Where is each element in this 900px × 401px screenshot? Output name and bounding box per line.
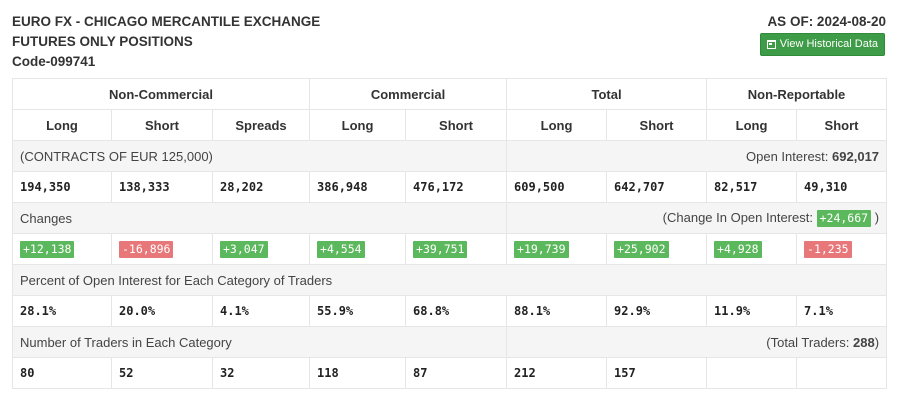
- col-noncomm-spreads: Spreads: [211, 109, 311, 141]
- table-cell: +19,739: [506, 233, 608, 265]
- table-cell: 92.9%: [606, 295, 708, 327]
- changes-label-row: Changes (Change In Open Interest: +24,66…: [11, 202, 888, 234]
- change-badge: +39,751: [413, 240, 468, 258]
- traders-label-row: Number of Traders in Each Category (Tota…: [11, 326, 888, 358]
- column-header-row: Long Short Spreads Long Short Long Short…: [12, 109, 888, 141]
- table-cell: 28,202: [211, 171, 311, 203]
- change-badge: +12,138: [20, 240, 75, 258]
- table-cell: -16,896: [111, 233, 213, 265]
- group-non-commercial: Non-Commercial: [11, 78, 311, 110]
- change-badge: +19,739: [514, 240, 569, 258]
- report-title-line-1: EURO FX - CHICAGO MERCANTILE EXCHANGE: [12, 14, 321, 29]
- open-interest: Open Interest: 692,017: [506, 140, 888, 172]
- positions-row: 194,350 138,333 28,202 386,948 476,172 6…: [12, 171, 888, 203]
- table-cell: 194,350: [12, 171, 112, 203]
- traders-row: 80 52 32 118 87 212 157: [12, 357, 888, 389]
- table-cell: +39,751: [405, 233, 508, 265]
- table-cell: +4,928: [706, 233, 798, 265]
- table-cell: +12,138: [12, 233, 112, 265]
- change-badge: +4,554: [317, 240, 365, 258]
- group-total: Total: [506, 78, 708, 110]
- table-cell: 88.1%: [506, 295, 608, 327]
- table-cell: 642,707: [606, 171, 708, 203]
- table-cell: 87: [405, 357, 508, 389]
- col-comm-short: Short: [405, 109, 508, 141]
- total-traders-label: (Total Traders:: [766, 334, 850, 350]
- table-cell: 55.9%: [309, 295, 407, 327]
- report-header: EURO FX - CHICAGO MERCANTILE EXCHANGE FU…: [12, 12, 886, 74]
- percent-row: 28.1% 20.0% 4.1% 55.9% 68.8% 88.1% 92.9%…: [12, 295, 888, 327]
- change-badge: -1,235: [804, 240, 852, 258]
- report-code: Code-099741: [12, 54, 96, 69]
- col-total-short: Short: [606, 109, 708, 141]
- table-cell: 7.1%: [796, 295, 888, 327]
- percent-label: Percent of Open Interest for Each Catego…: [11, 264, 888, 296]
- table-cell: +3,047: [211, 233, 311, 265]
- table-cell: 82,517: [706, 171, 798, 203]
- change-open-interest: (Change In Open Interest: +24,667 ): [506, 202, 888, 234]
- change-open-interest-badge: +24,667: [816, 209, 872, 227]
- contracts-row: (CONTRACTS OF EUR 125,000) Open Interest…: [11, 140, 888, 172]
- positions-table: Non-Commercial Commercial Total Non-Repo…: [11, 78, 888, 389]
- total-traders: (Total Traders: 288): [506, 326, 888, 358]
- open-interest-value: 692,017: [832, 148, 880, 164]
- change-open-interest-label: (Change In Open Interest:: [662, 209, 813, 225]
- table-cell: 386,948: [309, 171, 407, 203]
- table-cell: 68.8%: [405, 295, 508, 327]
- change-badge: +3,047: [220, 240, 268, 258]
- table-cell: [706, 357, 798, 389]
- table-cell: 20.0%: [111, 295, 213, 327]
- as-of-date: AS OF: 2024-08-20: [767, 14, 886, 29]
- change-badge: -16,896: [119, 240, 174, 258]
- col-nonrep-short: Short: [796, 109, 888, 141]
- view-historical-data-label: View Historical Data: [779, 38, 878, 50]
- calendar-icon: [766, 40, 776, 49]
- col-noncomm-long: Long: [12, 109, 112, 141]
- col-noncomm-short: Short: [111, 109, 213, 141]
- traders-label: Number of Traders in Each Category: [11, 326, 508, 358]
- group-header-row: Non-Commercial Commercial Total Non-Repo…: [11, 78, 888, 110]
- table-cell: 212: [506, 357, 608, 389]
- table-cell: 476,172: [405, 171, 508, 203]
- group-non-reportable: Non-Reportable: [706, 78, 888, 110]
- table-cell: 28.1%: [12, 295, 112, 327]
- report-title-line-2: FUTURES ONLY POSITIONS: [12, 34, 193, 49]
- changes-row: +12,138 -16,896 +3,047 +4,554 +39,751 +1…: [12, 233, 888, 265]
- table-cell: -1,235: [796, 233, 888, 265]
- table-cell: [796, 357, 888, 389]
- table-cell: 4.1%: [211, 295, 311, 327]
- table-cell: 138,333: [111, 171, 213, 203]
- group-commercial: Commercial: [309, 78, 508, 110]
- change-open-interest-close: ): [874, 209, 880, 225]
- table-cell: 80: [12, 357, 112, 389]
- total-traders-value: 288: [852, 334, 875, 350]
- table-cell: 49,310: [796, 171, 888, 203]
- open-interest-label: Open Interest:: [746, 148, 829, 164]
- table-cell: +4,554: [309, 233, 407, 265]
- change-badge: +4,928: [714, 240, 762, 258]
- changes-label: Changes: [11, 202, 508, 234]
- col-total-long: Long: [506, 109, 608, 141]
- table-cell: 157: [606, 357, 708, 389]
- table-cell: 11.9%: [706, 295, 798, 327]
- table-cell: 609,500: [506, 171, 608, 203]
- view-historical-data-button[interactable]: View Historical Data: [759, 33, 885, 56]
- contracts-label: (CONTRACTS OF EUR 125,000): [11, 140, 508, 172]
- table-cell: +25,902: [606, 233, 708, 265]
- table-cell: 118: [309, 357, 407, 389]
- table-cell: 52: [111, 357, 213, 389]
- percent-label-row: Percent of Open Interest for Each Catego…: [11, 264, 888, 296]
- col-comm-long: Long: [309, 109, 407, 141]
- total-traders-close: ): [874, 334, 880, 350]
- table-cell: 32: [211, 357, 311, 389]
- col-nonrep-long: Long: [706, 109, 798, 141]
- change-badge: +25,902: [614, 240, 669, 258]
